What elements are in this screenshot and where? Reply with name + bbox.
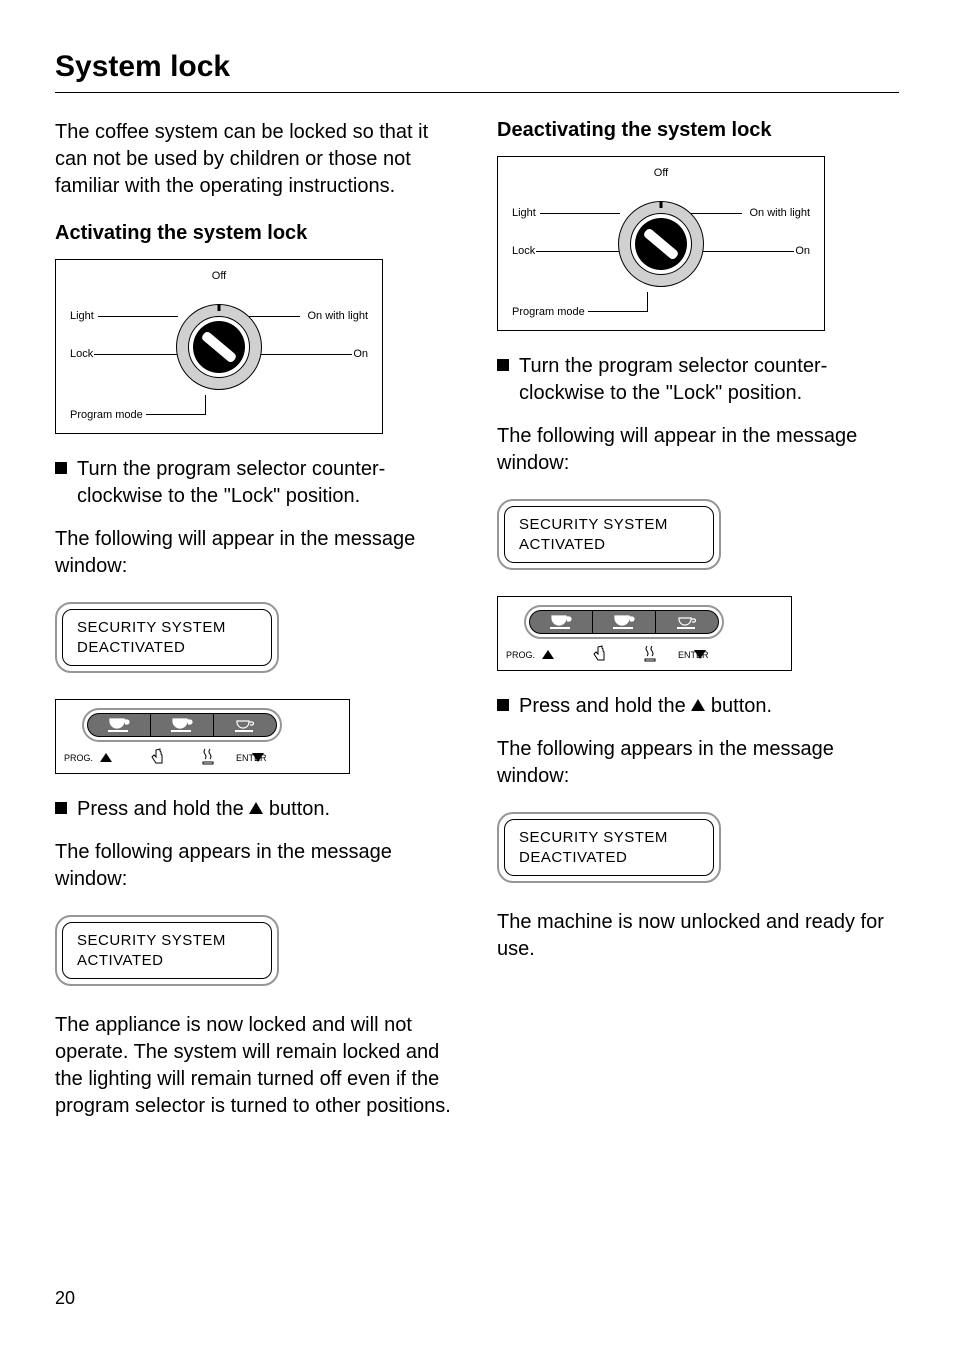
panel-cell-cup1 bbox=[530, 611, 593, 633]
up-arrow-icon bbox=[542, 650, 554, 659]
message-intro: The following appears in the message win… bbox=[55, 839, 457, 893]
control-panel-diagram: PROG. ENTER bbox=[497, 596, 792, 671]
bullet-icon bbox=[497, 699, 509, 711]
dial-label-off: Off bbox=[212, 270, 226, 282]
dial-diagram: Off Light Lock On with light On Program … bbox=[55, 259, 383, 434]
message-intro: The following will appear in the message… bbox=[55, 526, 457, 580]
message-line2: ACTIVATED bbox=[77, 951, 257, 971]
steam-icon bbox=[643, 645, 657, 663]
dial-label-light: Light bbox=[70, 310, 94, 322]
right-column: Deactivating the system lock Off Light L… bbox=[497, 119, 899, 1142]
down-arrow-icon bbox=[694, 650, 706, 659]
step-turn-selector: Turn the program selector counter-clockw… bbox=[55, 456, 457, 510]
step-text: Turn the program selector counter-clockw… bbox=[519, 353, 899, 407]
dial-label-program: Program mode bbox=[512, 306, 585, 318]
dial-knob bbox=[618, 201, 704, 287]
panel-cell-cup3 bbox=[214, 714, 276, 736]
hand-icon bbox=[591, 645, 607, 663]
message-line2: DEACTIVATED bbox=[77, 638, 257, 658]
message-window: SECURITY SYSTEM ACTIVATED bbox=[55, 915, 279, 986]
message-line1: SECURITY SYSTEM bbox=[519, 828, 699, 848]
dial-line bbox=[536, 251, 622, 252]
bullet-icon bbox=[497, 359, 509, 371]
intro-text: The coffee system can be locked so that … bbox=[55, 119, 457, 200]
message-line1: SECURITY SYSTEM bbox=[77, 618, 257, 638]
dial-line bbox=[540, 213, 620, 214]
dial-line bbox=[702, 251, 794, 252]
message-line1: SECURITY SYSTEM bbox=[519, 515, 699, 535]
dial-label-onlight: On with light bbox=[307, 310, 368, 322]
bullet-icon bbox=[55, 802, 67, 814]
dial-line bbox=[205, 395, 206, 415]
step-text: Turn the program selector counter-clockw… bbox=[77, 456, 457, 510]
dial-label-program: Program mode bbox=[70, 409, 143, 421]
up-arrow-icon bbox=[100, 753, 112, 762]
down-arrow-icon bbox=[252, 753, 264, 762]
bullet-icon bbox=[55, 462, 67, 474]
dial-line bbox=[260, 354, 352, 355]
activating-heading: Activating the system lock bbox=[55, 222, 457, 245]
left-column: The coffee system can be locked so that … bbox=[55, 119, 457, 1142]
panel-cell-cup3 bbox=[656, 611, 718, 633]
title-rule bbox=[55, 92, 899, 93]
message-window: SECURITY SYSTEM DEACTIVATED bbox=[497, 812, 721, 883]
dial-label-off: Off bbox=[654, 167, 668, 179]
up-triangle-icon bbox=[691, 699, 705, 711]
message-window: SECURITY SYSTEM DEACTIVATED bbox=[55, 602, 279, 673]
dial-knob bbox=[176, 304, 262, 390]
dial-line bbox=[94, 354, 180, 355]
dial-line bbox=[588, 311, 648, 312]
panel-cell-cup2 bbox=[151, 714, 214, 736]
dial-line bbox=[98, 316, 178, 317]
message-intro: The following will appear in the message… bbox=[497, 423, 899, 477]
message-line1: SECURITY SYSTEM bbox=[77, 931, 257, 951]
message-window: SECURITY SYSTEM ACTIVATED bbox=[497, 499, 721, 570]
step-text: Press and hold the button. bbox=[77, 796, 330, 823]
dial-label-lock: Lock bbox=[70, 348, 93, 360]
page-title: System lock bbox=[55, 50, 899, 84]
step-press-hold: Press and hold the button. bbox=[55, 796, 457, 823]
outro-text: The machine is now unlocked and ready fo… bbox=[497, 909, 899, 963]
hand-icon bbox=[149, 748, 165, 766]
dial-label-lock: Lock bbox=[512, 245, 535, 257]
step-text: Press and hold the button. bbox=[519, 693, 772, 720]
two-column-layout: The coffee system can be locked so that … bbox=[55, 119, 899, 1142]
dial-line bbox=[146, 414, 206, 415]
dial-line bbox=[647, 292, 648, 312]
steam-icon bbox=[201, 748, 215, 766]
up-triangle-icon bbox=[249, 802, 263, 814]
dial-label-on: On bbox=[795, 245, 810, 257]
step-press-hold: Press and hold the button. bbox=[497, 693, 899, 720]
outro-text: The appliance is now locked and will not… bbox=[55, 1012, 457, 1120]
message-line2: DEACTIVATED bbox=[519, 848, 699, 868]
control-panel-diagram: PROG. ENTER bbox=[55, 699, 350, 774]
dial-label-on: On bbox=[353, 348, 368, 360]
message-intro: The following appears in the message win… bbox=[497, 736, 899, 790]
dial-label-light: Light bbox=[512, 207, 536, 219]
page-number: 20 bbox=[55, 1288, 75, 1309]
deactivating-heading: Deactivating the system lock bbox=[497, 119, 899, 142]
dial-label-onlight: On with light bbox=[749, 207, 810, 219]
dial-diagram: Off Light Lock On with light On Program … bbox=[497, 156, 825, 331]
panel-cell-cup1 bbox=[88, 714, 151, 736]
message-line2: ACTIVATED bbox=[519, 535, 699, 555]
panel-cell-cup2 bbox=[593, 611, 656, 633]
step-turn-selector: Turn the program selector counter-clockw… bbox=[497, 353, 899, 407]
